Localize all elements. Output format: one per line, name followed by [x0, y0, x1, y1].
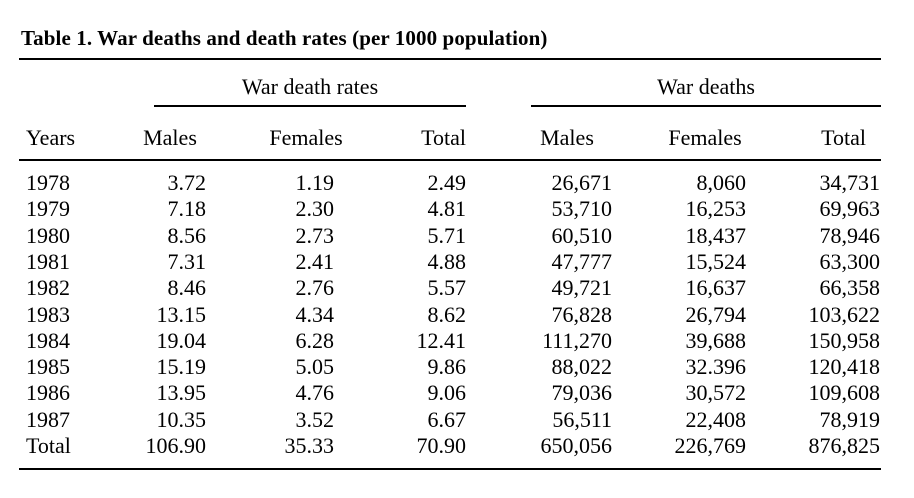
bottom-rule	[19, 468, 881, 470]
cell-deaths-males: 26,671	[551, 170, 613, 195]
cell-rates-total: 2.49	[427, 170, 467, 195]
group-rule-rates	[154, 105, 466, 107]
column-header-rates-females: Females	[269, 125, 343, 150]
cell-rates-total: 8.62	[427, 301, 467, 327]
cell-year: 1987	[26, 406, 70, 432]
cell-rates-total: 9.86	[427, 354, 467, 380]
column-header-deaths-males: Males	[540, 125, 594, 150]
cell-rates-females: 4.76	[295, 380, 335, 406]
column-header-rates-males: Males	[143, 125, 197, 150]
cell-deaths-males: 76,828	[551, 301, 613, 327]
cell-deaths-males: 49,721	[551, 275, 613, 301]
cell-deaths-females: 16,637	[685, 275, 747, 301]
column-header-rates-total: Total	[421, 125, 466, 150]
cell-rates-males: 7.31	[167, 248, 207, 274]
cell-rates-females: 2.41	[295, 248, 335, 274]
cell-year: 1982	[26, 275, 70, 301]
cell-rates-total: 6.67	[427, 406, 467, 432]
cell-year: 1980	[26, 222, 70, 248]
cell-rates-males: 13.95	[156, 380, 207, 406]
cell-deaths-total: 150,958	[808, 327, 881, 353]
cell-rates-females: 4.34	[295, 301, 335, 327]
cell-rates-males: 10.35	[156, 406, 207, 432]
cell-year: 1983	[26, 301, 70, 327]
cell-rates-females: 5.05	[295, 354, 335, 380]
cell-rates-males: 15.19	[156, 354, 207, 380]
cell-deaths-males: 111,270	[542, 327, 612, 353]
cell-year: 1984	[26, 327, 70, 353]
cell-year: Total	[26, 433, 71, 458]
cell-rates-females: 6.28	[295, 327, 335, 353]
cell-deaths-total: 66,358	[819, 275, 881, 301]
cell-deaths-total: 69,963	[819, 196, 881, 222]
cell-deaths-males: 88,022	[551, 354, 613, 380]
cell-rates-total: 4.81	[427, 196, 467, 222]
column-header-years: Years	[26, 125, 76, 150]
cell-deaths-females: 8,060	[696, 170, 747, 195]
cell-deaths-females: 32.396	[685, 354, 747, 380]
cell-rates-total: 4.88	[427, 248, 467, 274]
cell-rates-males: 3.72	[167, 170, 207, 195]
cell-deaths-males: 56,511	[552, 406, 612, 432]
cell-deaths-total: 876,825	[808, 433, 881, 458]
cell-rates-males: 7.18	[167, 196, 207, 222]
cell-rates-females: 3.52	[295, 406, 335, 432]
group-header-war-death-rates: War death rates	[241, 74, 379, 99]
cell-year: 1986	[26, 380, 70, 406]
cell-deaths-males: 650,056	[540, 433, 613, 458]
cell-rates-males: 19.04	[156, 327, 207, 353]
column-header-deaths-total: Total	[821, 125, 866, 150]
header-rule	[19, 159, 881, 161]
cell-deaths-females: 22,408	[685, 406, 747, 432]
cell-rates-total: 9.06	[427, 380, 467, 406]
group-header-war-deaths: War deaths	[657, 74, 755, 99]
cell-deaths-males: 79,036	[551, 380, 613, 406]
cell-year: 1979	[26, 196, 70, 222]
cell-deaths-total: 109,608	[808, 380, 881, 406]
cell-year: 1985	[26, 354, 70, 380]
cell-deaths-total: 103,622	[808, 301, 881, 327]
cell-rates-total: 70.90	[416, 433, 467, 458]
cell-rates-females: 2.73	[295, 222, 335, 248]
top-rule	[19, 58, 881, 60]
cell-rates-females: 35.33	[284, 433, 335, 458]
cell-deaths-females: 226,769	[674, 433, 747, 458]
table-caption: Table 1. War deaths and death rates (per…	[21, 26, 548, 50]
cell-deaths-males: 53,710	[551, 196, 613, 222]
cell-rates-females: 1.19	[295, 170, 335, 195]
cell-year: 1981	[26, 248, 70, 274]
cell-deaths-females: 39,688	[685, 327, 747, 353]
cell-rates-males: 106.90	[145, 433, 207, 458]
cell-deaths-total: 78,946	[819, 222, 881, 248]
cell-deaths-females: 15,524	[685, 248, 747, 274]
cell-rates-total: 12.41	[416, 327, 467, 353]
cell-rates-males: 8.46	[167, 275, 207, 301]
group-rule-deaths	[531, 105, 881, 107]
column-header-deaths-females: Females	[668, 125, 742, 150]
cell-rates-total: 5.71	[427, 222, 467, 248]
cell-deaths-females: 18,437	[685, 222, 747, 248]
cell-rates-total: 5.57	[427, 275, 467, 301]
cell-year: 1978	[26, 170, 70, 195]
cell-deaths-total: 78,919	[819, 406, 881, 432]
cell-deaths-females: 30,572	[685, 380, 747, 406]
cell-deaths-total: 120,418	[808, 354, 881, 380]
cell-deaths-total: 63,300	[819, 248, 881, 274]
cell-rates-males: 8.56	[167, 222, 207, 248]
cell-rates-females: 2.30	[295, 196, 335, 222]
cell-deaths-males: 47,777	[551, 248, 613, 274]
cell-rates-females: 2.76	[295, 275, 335, 301]
cell-rates-males: 13.15	[156, 301, 207, 327]
cell-deaths-females: 16,253	[685, 196, 747, 222]
cell-deaths-females: 26,794	[685, 301, 747, 327]
cell-deaths-males: 60,510	[551, 222, 613, 248]
cell-deaths-total: 34,731	[819, 170, 881, 195]
